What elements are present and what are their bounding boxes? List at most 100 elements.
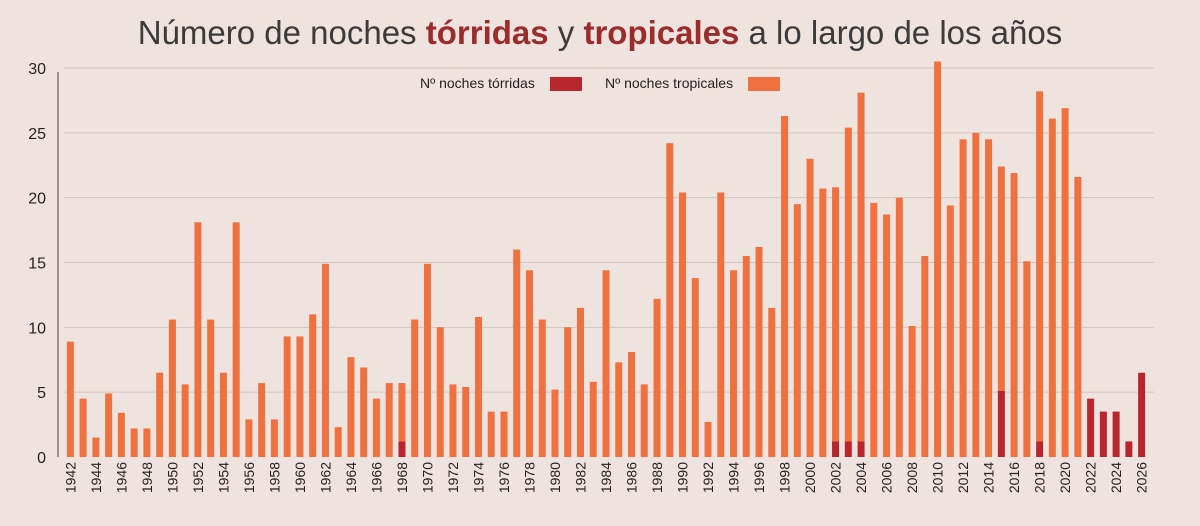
x-tick-label: 1960 — [292, 462, 308, 493]
bar-torridas — [1099, 411, 1107, 457]
x-tick-label: 1942 — [62, 462, 78, 493]
legend: Nº noches tórridas Nº noches tropicales — [420, 75, 780, 91]
bar-tropicales — [1048, 118, 1056, 457]
bar-tropicales — [806, 158, 814, 457]
x-tick-label: 1958 — [266, 462, 282, 493]
x-tick-label: 1952 — [190, 462, 206, 493]
bar-tropicales — [283, 336, 291, 457]
x-tick-label: 1988 — [649, 462, 665, 493]
x-tick-label: 1944 — [88, 462, 104, 493]
x-tick-label: 2000 — [802, 462, 818, 493]
x-tick-label: 1982 — [572, 462, 588, 493]
bar-tropicales — [602, 270, 610, 457]
bar-tropicales — [959, 139, 967, 458]
x-tick-label: 2012 — [955, 462, 971, 493]
bar-tropicales — [538, 319, 546, 457]
bar-tropicales — [857, 92, 865, 442]
x-tick-label: 2008 — [904, 462, 920, 493]
x-tick-label: 2004 — [853, 462, 869, 493]
x-tick-label: 1986 — [624, 462, 640, 493]
bar-tropicales — [321, 263, 329, 457]
x-tick-label: 1974 — [470, 462, 486, 493]
bar-tropicales — [474, 316, 482, 457]
bar-tropicales — [908, 326, 916, 457]
bar-tropicales — [92, 437, 100, 457]
x-tick-label: 1976 — [496, 462, 512, 493]
bar-tropicales — [181, 384, 189, 457]
bar-tropicales — [883, 214, 891, 457]
bar-tropicales — [525, 270, 533, 457]
x-tick-label: 1968 — [394, 462, 410, 493]
bar-tropicales — [564, 327, 572, 457]
bar-tropicales — [168, 319, 176, 457]
bar-tropicales — [156, 372, 164, 457]
bar-tropicales — [309, 314, 317, 457]
bar-tropicales — [844, 127, 852, 442]
bar-tropicales — [717, 192, 725, 458]
bar-tropicales — [398, 383, 406, 442]
bar-tropicales — [972, 132, 980, 458]
bars-group — [66, 61, 1146, 458]
legend-label-tropicales: Nº noches tropicales — [605, 75, 733, 91]
x-tick-label: 2006 — [879, 462, 895, 493]
x-tick-label: 1956 — [241, 462, 257, 493]
gridlines — [64, 67, 1154, 393]
bar-tropicales — [194, 222, 202, 457]
bar-torridas — [1112, 411, 1120, 457]
y-tick-label: 15 — [28, 256, 46, 273]
bar-tropicales — [347, 357, 355, 457]
y-tick-label: 30 — [28, 61, 46, 78]
bar-torridas — [1087, 398, 1095, 457]
bar-tropicales — [270, 419, 278, 457]
bar-torridas — [1138, 372, 1146, 457]
bar-tropicales — [768, 307, 776, 457]
bar-tropicales — [411, 319, 419, 457]
bar-tropicales — [576, 307, 584, 457]
y-tick-label: 25 — [28, 126, 46, 143]
x-tick-label: 1980 — [547, 462, 563, 493]
x-tick-label: 1950 — [164, 462, 180, 493]
y-tick-label: 20 — [28, 191, 46, 208]
x-tick-label: 1998 — [777, 462, 793, 493]
bar-tropicales — [551, 389, 559, 457]
bar-tropicales — [372, 398, 380, 457]
bar-tropicales — [1023, 261, 1031, 457]
y-tick-label: 10 — [28, 320, 46, 337]
bar-tropicales — [105, 393, 113, 457]
bar-torridas — [857, 441, 865, 457]
x-tick-label: 1972 — [445, 462, 461, 493]
title-highlight-torridas: tórridas — [425, 14, 549, 51]
title-suffix: a lo largo de los años — [739, 14, 1063, 51]
bar-tropicales — [423, 263, 431, 457]
bar-tropicales — [130, 428, 138, 457]
chart-title: Número de noches tórridas y tropicales a… — [0, 14, 1200, 52]
x-tick-label: 1996 — [751, 462, 767, 493]
bar-torridas — [1036, 441, 1044, 457]
bar-torridas — [398, 441, 406, 457]
bar-tropicales — [334, 427, 342, 457]
bar-tropicales — [1036, 91, 1044, 442]
bar-tropicales — [207, 319, 215, 457]
x-tick-label: 1978 — [521, 462, 537, 493]
bar-tropicales — [219, 372, 227, 457]
bar-tropicales — [615, 362, 623, 457]
x-tick-label: 1992 — [700, 462, 716, 493]
x-tick-label: 2018 — [1032, 462, 1048, 493]
x-tick-label: 1966 — [368, 462, 384, 493]
x-tick-label: 2024 — [1108, 462, 1124, 493]
bar-tropicales — [946, 205, 954, 457]
x-tick-label: 2022 — [1083, 462, 1099, 493]
x-tick-label: 1954 — [215, 462, 231, 493]
bar-tropicales — [500, 411, 508, 457]
x-tick-label: 1990 — [675, 462, 691, 493]
bar-tropicales — [487, 411, 495, 457]
x-tick-label: 2016 — [1006, 462, 1022, 493]
legend-label-torridas: Nº noches tórridas — [420, 75, 535, 91]
bar-tropicales — [360, 367, 368, 457]
bar-tropicales — [679, 192, 687, 458]
bar-torridas — [844, 441, 852, 457]
x-axis: 1942 1944 1946 1948 1950 1952 1954 1956 1958 1960… — [62, 462, 1149, 493]
bar-tropicales — [1074, 176, 1082, 458]
bar-tropicales — [143, 428, 151, 457]
